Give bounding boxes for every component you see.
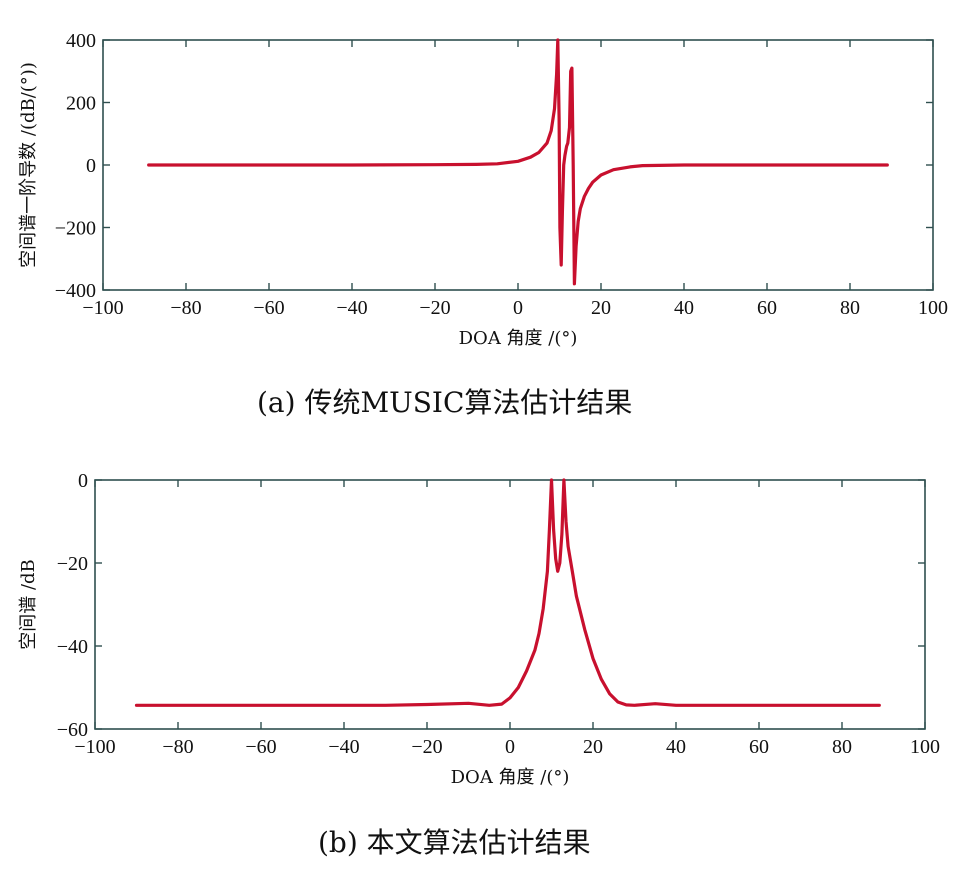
y-tick-label: −400 bbox=[55, 280, 96, 302]
y-axis-label: 空间谱 /dB bbox=[18, 559, 39, 650]
y-tick-label: 0 bbox=[86, 155, 96, 177]
plot-frame bbox=[94, 479, 926, 730]
x-tick-label: −100 bbox=[82, 297, 123, 319]
x-tick-label: 40 bbox=[666, 736, 686, 758]
x-tick-label: −40 bbox=[328, 736, 359, 758]
chart-panel-b: −100 −80 −60 −40 −20 0 20 40 60 80 100 0 −20 −40 −60 DO… bbox=[18, 470, 940, 859]
x-axis-label: DOA 角度 /(°) bbox=[459, 328, 578, 349]
x-tick-label: −60 bbox=[245, 736, 276, 758]
x-tick-label: −20 bbox=[419, 297, 450, 319]
x-tick-label: 40 bbox=[674, 297, 694, 319]
y-axis-label: 空间谱一阶导数 /(dB/(°)) bbox=[18, 62, 39, 268]
series-line bbox=[147, 38, 889, 286]
x-tick-label: 80 bbox=[832, 736, 852, 758]
x-tick-label: 0 bbox=[505, 736, 515, 758]
x-tick-label: −40 bbox=[336, 297, 367, 319]
series-line bbox=[134, 478, 881, 707]
x-tick-label: 20 bbox=[591, 297, 611, 319]
x-tick-label: −80 bbox=[170, 297, 201, 319]
x-tick-label: 60 bbox=[749, 736, 769, 758]
x-tick-label: −100 bbox=[74, 736, 115, 758]
x-tick-label: 100 bbox=[918, 297, 948, 319]
y-tick-label: −40 bbox=[57, 636, 88, 658]
x-tick-label: 60 bbox=[757, 297, 777, 319]
y-tick-label: −60 bbox=[57, 719, 88, 741]
x-axis-label: DOA 角度 /(°) bbox=[451, 767, 570, 788]
panel-caption: (a) 传统MUSIC算法估计结果 bbox=[257, 386, 632, 419]
x-tick-label: 20 bbox=[583, 736, 603, 758]
y-tick-label: 200 bbox=[66, 93, 96, 115]
x-tick-label: 80 bbox=[840, 297, 860, 319]
x-tick-label: −60 bbox=[253, 297, 284, 319]
chart-panel-a: −100 −80 −60 −40 −20 0 20 40 60 80 1004002000−200−… bbox=[18, 30, 948, 419]
x-tick-label: −20 bbox=[411, 736, 442, 758]
x-tick-label: 0 bbox=[513, 297, 523, 319]
x-tick-label: 100 bbox=[910, 736, 940, 758]
panel-caption: (b) 本文算法估计结果 bbox=[318, 826, 591, 859]
y-tick-label: −200 bbox=[55, 218, 96, 240]
y-tick-label: 400 bbox=[66, 30, 96, 52]
y-tick-label: −20 bbox=[57, 553, 88, 575]
x-tick-label: −80 bbox=[162, 736, 193, 758]
y-tick-label: 0 bbox=[78, 470, 88, 492]
